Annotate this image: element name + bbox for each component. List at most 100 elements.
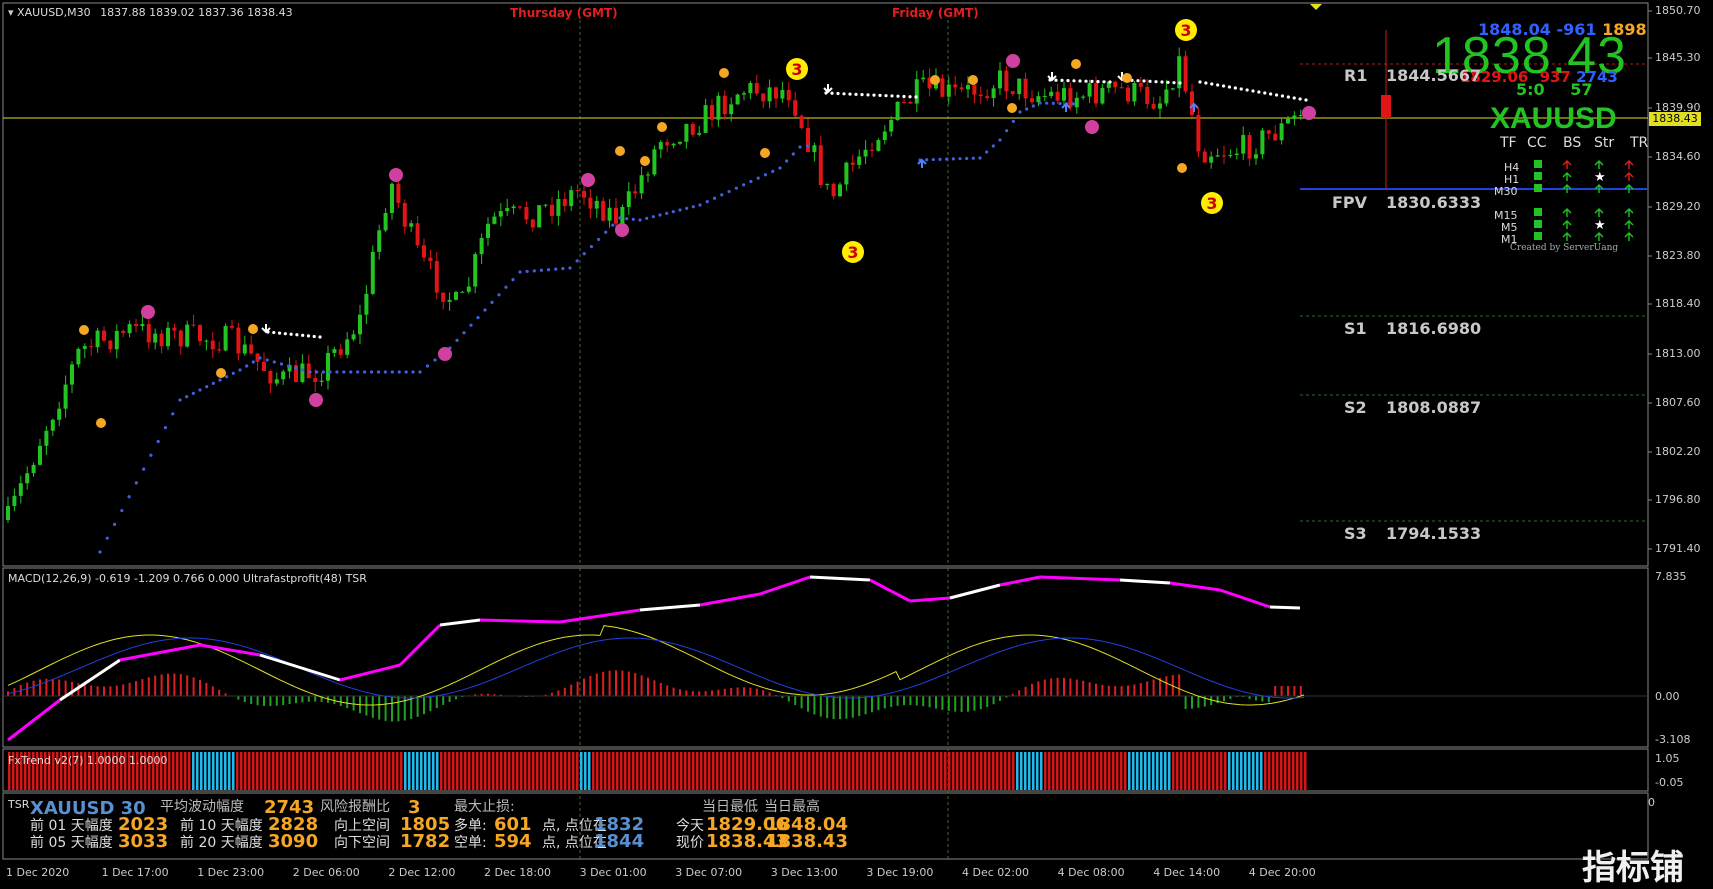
support-dot [756,176,760,180]
fxtrend-bar [552,752,555,790]
fxtrend-bar [388,752,391,790]
candle-body [492,216,497,224]
orange-marker [216,368,226,378]
fxtrend-bar [1024,752,1027,790]
fxtrend-bar [492,752,495,790]
fxtrend-bar [8,752,11,790]
candle-body [1062,88,1066,101]
support-dot [539,268,544,272]
fxtrend-bar [380,752,383,790]
fxtrend-bar [116,752,119,790]
time-axis-label: 1 Dec 23:00 [197,866,265,879]
candle-body [594,200,599,209]
candle-body [326,352,330,381]
signal-label: 3 [1180,21,1191,40]
main-panel-frame [2,2,1649,567]
fxtrend-bar [544,752,547,790]
pivot-fpv-value: 1830.6333 [1386,193,1482,212]
fxtrend-bar [616,752,619,790]
fxtrend-bar [400,752,403,790]
candle-body [870,149,874,151]
resistance-dot [295,333,299,337]
candle-body [799,115,804,129]
resistance-dot [884,94,888,98]
fxtrend-bar [312,752,315,790]
candle-body [857,156,862,165]
fxtrend-bar [928,752,931,790]
resistance-dot [1172,81,1176,85]
tsr-r1-label-a: 前 01 天幅度 [30,818,113,834]
fxtrend-bar [336,752,339,790]
time-axis-label: 3 Dec 07:00 [675,866,743,879]
fxtrend-bar [932,752,935,790]
candle-body [1010,91,1015,95]
candle-body [652,149,657,175]
col-cc: CC [1527,135,1547,151]
tsr-r1-value-e: 1832 [594,814,645,835]
fxtrend-bar [1064,752,1067,790]
fxtrend-bar [880,752,883,790]
fxtrend-bar [1112,752,1115,790]
fxtrend-bar [124,752,127,790]
support-dot [397,370,401,374]
fxtrend-bar [1104,752,1107,790]
orange-marker [657,122,667,132]
tsr-r2-label-f: 现价 [676,835,704,851]
ultrafast-profit-line [1169,581,1221,592]
candle-body [1228,155,1233,157]
fxtrend-bar [796,752,799,790]
price-axis-label: 1796.80 [1655,493,1701,506]
tf-m30: M30 [1494,185,1518,198]
collapse-icon[interactable]: ▾ [8,6,14,19]
time-axis-label: 3 Dec 13:00 [770,866,838,879]
ultrafast-profit-line [259,653,341,682]
ultrafast-profit-line [7,698,61,742]
tsr-axis-zero: 0 [1648,796,1655,809]
orange-marker [1177,163,1187,173]
tsr-r2-value-a: 3033 [118,831,169,852]
support-dot [171,412,175,416]
candle-body [185,324,190,347]
up-arrow-icon [917,158,927,168]
fxtrend-bar [392,752,395,790]
resistance-dot [1142,79,1146,83]
fxtrend-bar [476,752,479,790]
support-dot [363,370,367,374]
candle-body [473,254,478,287]
candle-body [1170,88,1175,90]
fxtrend-bar [1132,752,1135,790]
fxtrend-bar [244,752,247,790]
tsr-r2-value-f1: 1838.43 [706,831,788,852]
support-dot [1011,119,1015,123]
fxtrend-bar [560,752,563,790]
fxtrend-bar [1276,752,1279,790]
candle-body [1087,83,1092,97]
fxtrend-bar [1232,752,1235,790]
macd-title: MACD(12,26,9) -0.619 -1.209 0.766 0.000 … [8,572,367,585]
candle-body [716,95,721,120]
support-dot [582,252,586,256]
resistance-dot [1166,80,1170,84]
fxtrend-bar [1136,752,1139,790]
fxtrend-bar [112,752,115,790]
ultrafast-profit-line [1219,588,1271,609]
resistance-dot [1078,79,1082,83]
candle-body [70,364,74,385]
day-range: 1898 [1602,20,1647,39]
support-dot [991,144,995,148]
macd-axis-bottom: -3.108 [1655,733,1691,746]
support-dot [191,391,195,395]
candle-body [255,353,260,362]
fxtrend-bar [792,752,795,790]
fxtrend-bar [700,752,703,790]
support-dot [163,426,168,430]
time-axis-label: 2 Dec 18:00 [484,866,551,879]
resistance-dot [283,332,287,336]
support-dot [1058,101,1062,106]
tsr-r1-value-b: 2828 [268,814,319,835]
fxtrend-bar [896,752,899,790]
fxtrend-bar [816,752,819,790]
support-dot [568,266,572,270]
support-dot [98,550,102,554]
